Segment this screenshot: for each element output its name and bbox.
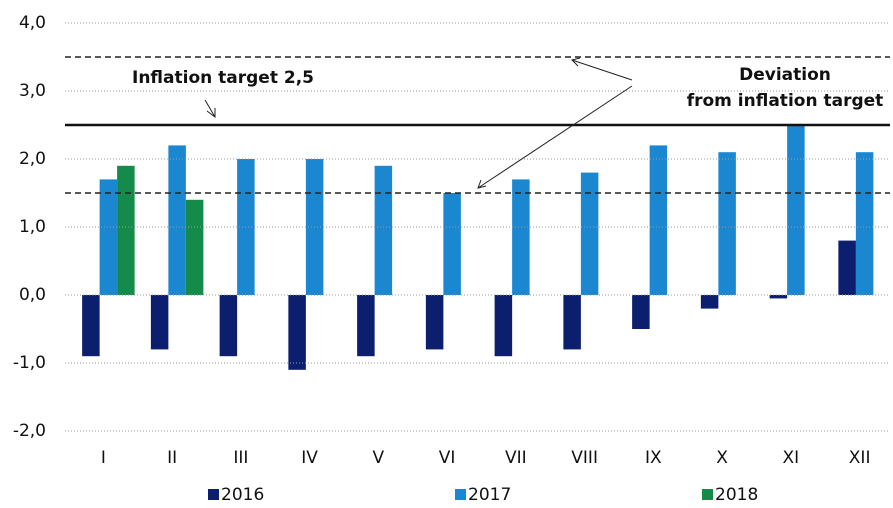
bar: [219, 295, 238, 357]
x-tick-label: VIII: [571, 448, 598, 468]
deviation-annotation: from inflation target: [687, 91, 884, 111]
legend-swatch: [208, 489, 219, 500]
x-tick-label: I: [101, 448, 106, 468]
x-tick-label: XII: [849, 448, 871, 468]
x-tick-label: IV: [301, 448, 318, 468]
bar: [838, 240, 856, 295]
y-tick-label: 0,0: [19, 285, 46, 305]
x-tick-label: VI: [439, 448, 456, 468]
bar: [632, 295, 650, 329]
arrows: [204, 57, 633, 189]
y-tick-label: 2,0: [19, 149, 46, 169]
bar: [649, 145, 668, 295]
y-tick-label: 1,0: [19, 217, 46, 237]
target-annotation: Inflation target 2,5: [132, 68, 314, 88]
bar: [769, 295, 788, 299]
bar: [718, 152, 736, 295]
bar: [787, 125, 805, 295]
legend-label: 2017: [468, 485, 511, 504]
x-tick-label: XI: [783, 448, 800, 468]
bar: [168, 145, 186, 295]
bar: [150, 295, 169, 350]
legend-label: 2018: [715, 485, 758, 504]
bar: [855, 152, 874, 295]
x-tick-label: VII: [505, 448, 527, 468]
x-tick-label: IX: [645, 448, 662, 468]
bar: [374, 165, 393, 295]
bar: [580, 172, 599, 295]
bar: [288, 295, 306, 370]
y-tick-label: -1,0: [13, 353, 46, 373]
bar: [443, 193, 461, 295]
bar: [99, 179, 118, 295]
x-tick-label: III: [233, 448, 248, 468]
bar: [494, 295, 513, 357]
legend-swatch: [702, 489, 713, 500]
legend-label: 2016: [221, 485, 264, 504]
x-tick-label: X: [716, 448, 728, 468]
bar: [357, 295, 375, 357]
bar: [117, 165, 135, 295]
x-tick-label: II: [167, 448, 177, 468]
y-tick-label: -2,0: [13, 421, 46, 441]
bar: [512, 179, 530, 295]
bar: [700, 295, 719, 309]
bar: [185, 199, 204, 295]
x-tick-label: V: [373, 448, 385, 468]
y-tick-label: 4,0: [19, 13, 46, 33]
bar: [82, 295, 100, 357]
bar: [425, 295, 444, 350]
bar: [563, 295, 581, 350]
y-tick-label: 3,0: [19, 81, 46, 101]
deviation-annotation: Deviation: [739, 65, 831, 85]
legend-swatch: [455, 489, 466, 500]
